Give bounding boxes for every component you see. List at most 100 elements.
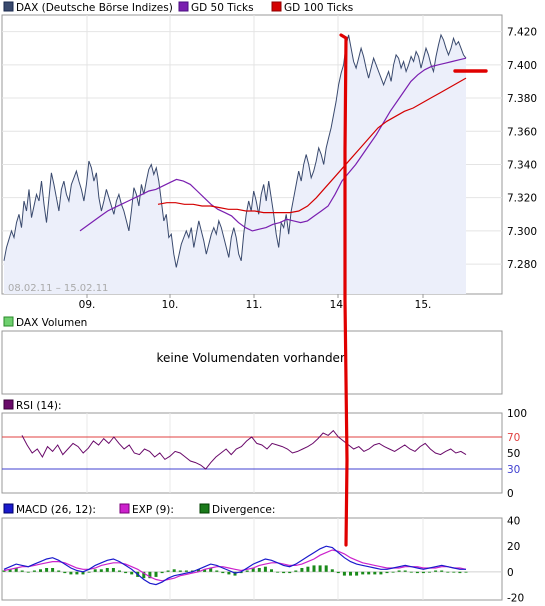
gd100-line [157, 77, 467, 214]
divergence-bar [26, 571, 30, 573]
divergence-bar [51, 568, 55, 572]
divergence-bar [312, 565, 316, 572]
price-y-tick-label: 7.360 [507, 126, 537, 138]
volume-plot-frame [1, 330, 503, 395]
divergence-bar [99, 569, 103, 572]
price-y-axis: 7.420 7.400 7.380 7.360 7.340 7.320 7.300 7.280 [507, 27, 537, 272]
gd50-line [79, 57, 467, 232]
divergence-bar [87, 571, 91, 573]
divergence-bar [300, 568, 304, 572]
divergence-bar [361, 571, 365, 575]
macd-plot-frame [1, 517, 503, 601]
divergence-bar [452, 571, 456, 573]
divergence-bar [81, 571, 85, 575]
divergence-bar [63, 571, 67, 574]
divergence-bar [257, 568, 261, 572]
price-y-tick-label: 7.340 [507, 159, 537, 171]
divergence-bar [415, 571, 419, 574]
legend-swatch-macd [3, 503, 14, 514]
divergence-bar [282, 571, 286, 574]
price-y-tick-label: 7.320 [507, 193, 537, 205]
divergence-bar [355, 571, 359, 576]
dax-area-fill [4, 34, 466, 295]
rsi-y-tick-label: 100 [507, 408, 527, 420]
divergence-bar [32, 570, 36, 572]
price-y-tick-label: 7.300 [507, 226, 537, 238]
rsi-y-axis: 100 70 50 30 0 [507, 408, 527, 500]
divergence-bar [373, 571, 377, 575]
date-range-label: 08.02.11 – 15.02.11 [8, 283, 108, 294]
divergence-bar [318, 565, 322, 572]
divergence-bar [160, 571, 164, 574]
legend-label-volume: DAX Volumen [16, 317, 87, 329]
rsi-y-tick-label: 70 [507, 432, 520, 444]
price-y-tick-label: 7.420 [507, 27, 537, 39]
legend-label-dax: DAX (Deutsche Börse Indizes) [16, 2, 173, 14]
divergence-bar [14, 568, 18, 572]
divergence-bar [124, 571, 128, 574]
divergence-bar [446, 571, 450, 573]
legend-swatch-volume [3, 316, 14, 327]
divergence-bar [203, 569, 207, 572]
legend-label-macd: MACD (26, 12): [16, 504, 96, 516]
price-x-tick-label: 14. [330, 299, 347, 311]
rsi-panel: RSI (14): 100 70 50 30 0 [1, 399, 527, 500]
divergence-bar [45, 568, 49, 572]
divergence-bar [342, 571, 346, 576]
legend-label-exp: EXP (9): [132, 504, 174, 516]
rsi-grid [86, 413, 424, 493]
divergence-bar [75, 571, 79, 575]
divergence-bar [69, 571, 73, 575]
divergence-bar [306, 566, 310, 572]
divergence-bar [434, 570, 438, 572]
divergence-bar [166, 570, 170, 572]
price-x-tick-label: 09. [79, 299, 96, 311]
divergence-bar [251, 568, 255, 572]
divergence-bar [385, 571, 389, 574]
divergence-bar [239, 571, 243, 574]
legend-swatch-rsi [3, 399, 14, 410]
divergence-bar [458, 571, 462, 574]
divergence-bar [397, 570, 401, 572]
divergence-bar [39, 569, 42, 572]
divergence-bar [428, 571, 431, 573]
red-annotation [339, 33, 488, 547]
divergence-bar [330, 569, 334, 572]
divergence-bar [403, 570, 407, 572]
macd-y-tick-label: 40 [507, 516, 520, 528]
macd-panel: MACD (26, 12): EXP (9): Divergence: 40 20… [1, 503, 524, 605]
divergence-bar [172, 569, 176, 572]
divergence-bar [276, 571, 280, 573]
legend-swatch-divergence [199, 503, 210, 514]
divergence-bar [8, 569, 12, 572]
divergence-bar [148, 571, 152, 579]
divergence-bar [464, 571, 468, 573]
divergence-bar [2, 570, 6, 572]
price-x-axis: 09. 10. 11. 14. 15. [79, 294, 432, 311]
divergence-bar [227, 571, 231, 575]
divergence-bar [142, 571, 146, 579]
divergence-bar [111, 568, 115, 572]
divergence-bar [20, 570, 24, 572]
divergence-bars [2, 565, 468, 579]
legend-label-gd50: GD 50 Ticks [191, 2, 254, 14]
divergence-bar [245, 570, 249, 572]
divergence-bar [270, 569, 273, 572]
price-y-tick-label: 7.280 [507, 259, 537, 271]
macd-y-axis: 40 20 0 -20 [507, 516, 524, 605]
divergence-bar [215, 570, 219, 572]
no-volume-message: keine Volumendaten vorhanden [156, 351, 347, 365]
divergence-bar [190, 570, 194, 572]
legend-swatch-gd100 [271, 1, 282, 12]
price-x-tick-label: 10. [162, 299, 179, 311]
price-x-tick-label: 15. [415, 299, 432, 311]
divergence-bar [184, 570, 188, 572]
legend-label-gd100: GD 100 Ticks [284, 2, 353, 14]
divergence-bar [349, 571, 352, 576]
rsi-line [21, 429, 467, 470]
price-x-tick-label: 11. [246, 299, 263, 311]
divergence-bar [118, 570, 121, 572]
divergence-bar [178, 570, 182, 572]
price-y-tick-label: 7.400 [507, 60, 537, 72]
divergence-bar [367, 571, 371, 575]
